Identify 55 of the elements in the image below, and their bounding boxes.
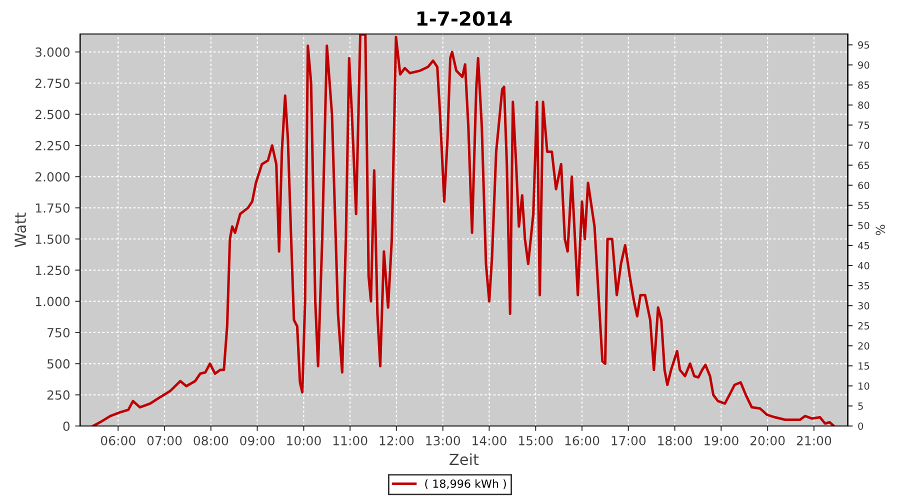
y2-tick-label: 0 — [858, 422, 864, 430]
y-tick-label: 3.000 — [36, 47, 70, 57]
y2-tick-label: 75 — [858, 122, 870, 129]
y-tick-label: 2.500 — [36, 110, 70, 120]
x-tick-label: 19:00 — [704, 436, 738, 446]
y-tick-label: 2.000 — [36, 172, 70, 182]
x-tick-label: 07:00 — [147, 436, 182, 446]
y-tick-label: 2.250 — [36, 140, 70, 150]
y2-tick-label: 65 — [858, 162, 870, 170]
y-tick-label: 500 — [47, 359, 70, 369]
y2-tick-label: 80 — [858, 101, 870, 109]
x-tick-label: 21:00 — [796, 436, 832, 446]
x-tick-label: 20:00 — [750, 436, 785, 446]
y-tick-label: 1.250 — [36, 266, 70, 276]
y2-axis-title: % — [876, 224, 886, 236]
y2-tick-label: 25 — [858, 322, 870, 330]
x-tick-label: 13:00 — [426, 436, 460, 446]
y2-tick-label: 45 — [858, 242, 870, 250]
y2-tick-label: 60 — [858, 182, 870, 190]
y2-tick-label: 85 — [858, 81, 870, 89]
x-axis-title: Zeit — [450, 453, 479, 466]
y2-tick-label: 15 — [858, 362, 870, 370]
y2-tick-label: 50 — [858, 222, 870, 230]
x-tick-label: 06:00 — [100, 436, 136, 446]
x-tick-label: 15:00 — [518, 436, 553, 446]
y-tick-label: 250 — [47, 390, 70, 400]
chart-title: 1-7-2014 — [417, 11, 512, 26]
y-tick-label: 1.750 — [36, 203, 70, 213]
x-tick-label: 17:00 — [612, 436, 646, 446]
y2-tick-label: 40 — [858, 262, 870, 270]
x-tick-label: 12:00 — [380, 436, 414, 446]
y2-tick-label: 95 — [858, 41, 870, 49]
x-tick-label: 09:00 — [240, 436, 274, 446]
y2-tick-label: 90 — [858, 61, 870, 69]
y-tick-label: 750 — [48, 328, 70, 338]
x-tick-label: 10:00 — [287, 436, 321, 446]
y-tick-label: 1.500 — [36, 234, 70, 244]
y-tick-label: 0 — [63, 421, 70, 431]
x-tick-label: 16:00 — [565, 436, 600, 446]
y-axis-title: Watt — [14, 212, 26, 248]
x-tick-label: 08:00 — [194, 436, 228, 446]
y-tick-label: 1.000 — [36, 296, 70, 306]
y-tick-label: 2.750 — [36, 78, 70, 88]
x-tick-label: 18:00 — [658, 436, 692, 446]
y2-tick-label: 5 — [858, 402, 863, 410]
y2-tick-label: 20 — [858, 342, 870, 350]
legend-label: ( 18,996 kWh ) — [425, 479, 506, 490]
x-tick-label: 11:00 — [333, 436, 368, 446]
y2-tick-label: 70 — [858, 142, 870, 149]
line-series — [92, 34, 836, 426]
y2-tick-label: 30 — [858, 302, 870, 310]
y2-tick-label: 35 — [858, 282, 870, 290]
x-tick-label: 14:00 — [472, 436, 506, 446]
y2-tick-label: 55 — [858, 202, 870, 210]
y2-tick-label: 10 — [858, 382, 870, 390]
